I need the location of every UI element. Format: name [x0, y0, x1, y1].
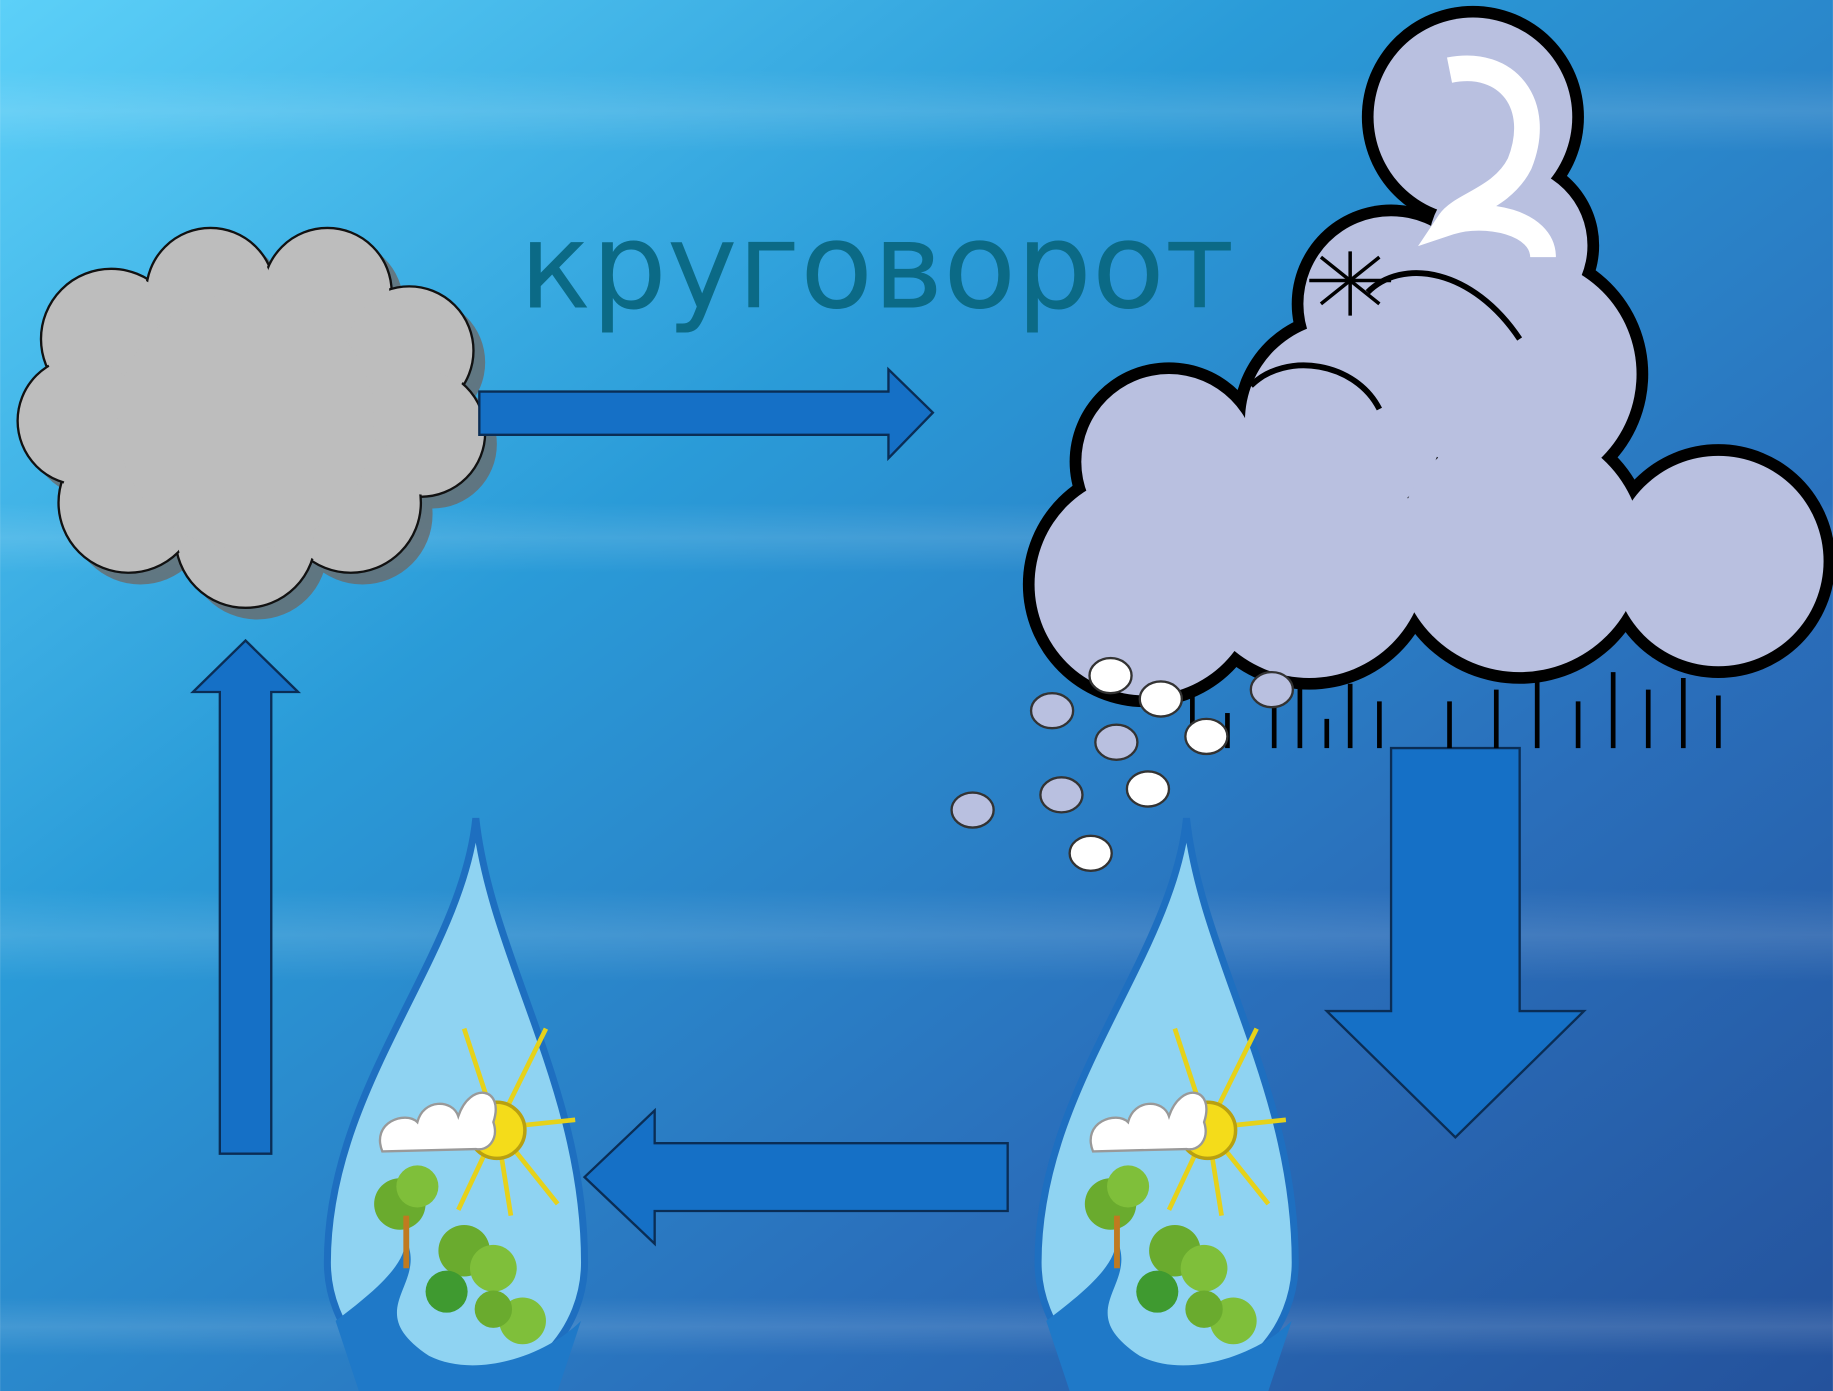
- page: {"slide": {"title": "круговорот"}}: [0, 0, 1833, 1391]
- slide: круговорот: [0, 0, 1833, 1391]
- title: круговорот: [519, 197, 1234, 336]
